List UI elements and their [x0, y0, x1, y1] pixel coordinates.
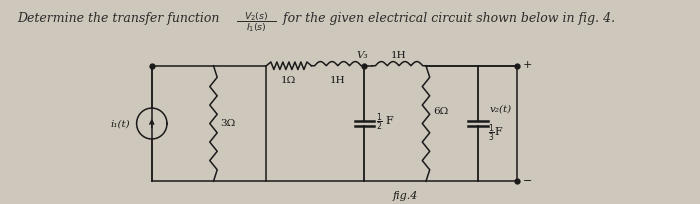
- Text: 3Ω: 3Ω: [220, 119, 236, 128]
- Text: 1H: 1H: [330, 76, 346, 85]
- Text: fig.4: fig.4: [392, 191, 418, 201]
- Text: for the given electrical circuit shown below in fig. 4.: for the given electrical circuit shown b…: [279, 12, 615, 25]
- Text: $\frac{1}{3}$F: $\frac{1}{3}$F: [488, 123, 503, 144]
- Text: i₁(t): i₁(t): [111, 119, 130, 128]
- Text: V₃: V₃: [356, 51, 368, 60]
- Text: −: −: [523, 176, 532, 186]
- Text: $\frac{1}{2}$ F: $\frac{1}{2}$ F: [376, 112, 396, 133]
- Text: 1Ω: 1Ω: [281, 76, 297, 85]
- Text: 1H: 1H: [391, 51, 407, 60]
- Text: 6Ω: 6Ω: [433, 107, 448, 116]
- Text: Determine the transfer function: Determine the transfer function: [18, 12, 220, 25]
- Text: +: +: [523, 60, 532, 70]
- Text: $V_2(s)$: $V_2(s)$: [244, 10, 269, 23]
- Text: $I_1(s)$: $I_1(s)$: [246, 22, 267, 34]
- Text: v₂(t): v₂(t): [489, 104, 512, 113]
